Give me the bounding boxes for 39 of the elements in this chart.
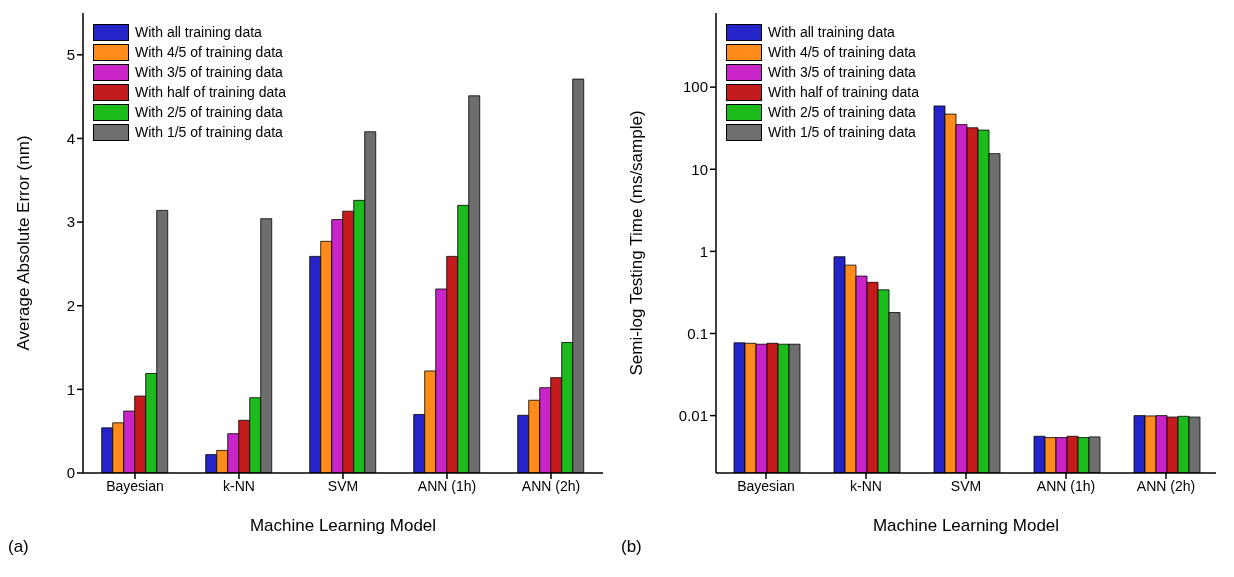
x-tick-label: ANN (2h) bbox=[521, 477, 581, 494]
legend-label: With half of training data bbox=[768, 84, 919, 100]
text: (a) bbox=[8, 537, 29, 557]
y-tick-label: 4 bbox=[66, 129, 75, 147]
x-tick-label: Bayesian bbox=[737, 477, 795, 494]
legend-label: With 2/5 of training data bbox=[768, 104, 916, 120]
x-tick-label: SVM bbox=[327, 477, 359, 494]
legend-label: With 1/5 of training data bbox=[768, 124, 916, 140]
y-tick-label: 0 bbox=[66, 464, 75, 482]
y-tick-label: 1 bbox=[699, 242, 708, 260]
legend-label: With 4/5 of training data bbox=[135, 44, 283, 60]
legend-label: With 1/5 of training data bbox=[135, 124, 283, 140]
y-tick-label: 3 bbox=[66, 213, 75, 231]
x-tick-label: ANN (1h) bbox=[417, 477, 477, 494]
legend-label: With 3/5 of training data bbox=[768, 64, 916, 80]
x-tick-label: ANN (1h) bbox=[1036, 477, 1096, 494]
legend-label: With 2/5 of training data bbox=[135, 104, 283, 120]
x-axis-title: Machine Learning Model bbox=[872, 516, 1060, 535]
x-tick-label: Bayesian bbox=[106, 477, 164, 494]
text: (b) bbox=[621, 537, 642, 557]
y-tick-label: 10 bbox=[691, 160, 708, 178]
y-tick-label: 2 bbox=[66, 297, 75, 315]
x-tick-label: ANN (2h) bbox=[1136, 477, 1196, 494]
x-axis-title: Machine Learning Model bbox=[249, 516, 437, 535]
y-tick-label: 0.01 bbox=[678, 406, 708, 424]
y-axis-title: Semi-log Testing Time (ms/sample) bbox=[627, 110, 647, 376]
x-tick-label: SVM bbox=[950, 477, 982, 494]
x-tick-label: k-NN bbox=[223, 477, 255, 494]
legend-label: With all training data bbox=[135, 24, 262, 40]
x-tick-label: k-NN bbox=[850, 477, 882, 494]
y-axis-title: Average Absolute Error (nm) bbox=[14, 135, 34, 351]
y-tick-label: 5 bbox=[66, 46, 75, 64]
legend-label: With 3/5 of training data bbox=[135, 64, 283, 80]
y-tick-label: 100 bbox=[682, 78, 708, 96]
y-tick-label: 0.1 bbox=[687, 324, 708, 342]
legend-label: With half of training data bbox=[135, 84, 286, 100]
legend-label: With all training data bbox=[768, 24, 895, 40]
legend-label: With 4/5 of training data bbox=[768, 44, 916, 60]
y-tick-label: 1 bbox=[66, 380, 75, 398]
